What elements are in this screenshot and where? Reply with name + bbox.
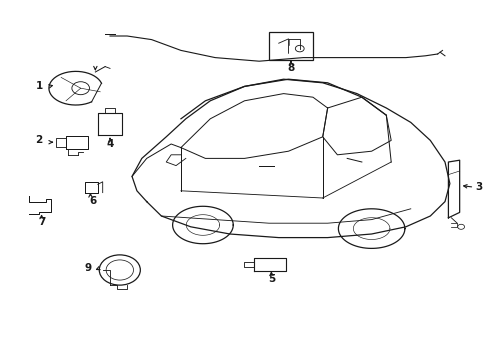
Text: 4: 4 xyxy=(106,139,114,149)
Text: 3: 3 xyxy=(475,182,482,192)
Text: 5: 5 xyxy=(267,274,274,284)
Text: 8: 8 xyxy=(287,63,294,73)
Bar xyxy=(268,32,312,60)
Text: 2: 2 xyxy=(36,135,42,145)
Text: 9: 9 xyxy=(84,263,91,273)
Text: 6: 6 xyxy=(89,196,96,206)
Text: 7: 7 xyxy=(38,217,45,228)
Text: 1: 1 xyxy=(36,81,42,91)
